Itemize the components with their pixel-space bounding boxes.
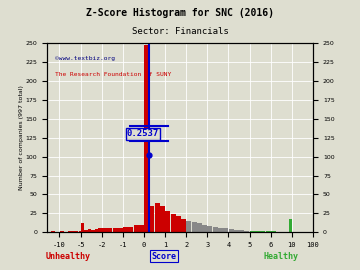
Bar xyxy=(76,231,78,232)
Text: Sector: Financials: Sector: Financials xyxy=(132,27,228,36)
Bar xyxy=(78,231,81,232)
Bar xyxy=(72,231,76,232)
Bar xyxy=(223,228,228,232)
Text: Healthy: Healthy xyxy=(264,252,299,261)
Text: ©www.textbiz.org: ©www.textbiz.org xyxy=(55,56,115,62)
Bar xyxy=(234,230,239,232)
Text: Score: Score xyxy=(152,252,176,261)
Y-axis label: Number of companies (997 total): Number of companies (997 total) xyxy=(19,85,24,190)
Bar xyxy=(207,226,212,232)
Bar xyxy=(274,231,276,232)
Bar xyxy=(192,222,197,232)
Bar xyxy=(260,231,265,232)
Bar xyxy=(218,228,223,232)
Bar xyxy=(102,228,112,232)
Bar xyxy=(51,231,55,232)
Bar xyxy=(88,229,91,232)
Bar xyxy=(244,231,249,232)
Bar xyxy=(186,221,192,232)
Bar xyxy=(81,223,84,232)
Bar xyxy=(155,204,160,232)
Bar xyxy=(197,223,202,232)
Bar xyxy=(229,229,234,232)
Bar xyxy=(84,230,87,232)
Text: 0.2537: 0.2537 xyxy=(127,129,159,139)
Bar xyxy=(271,231,273,232)
Bar xyxy=(68,231,72,232)
Bar xyxy=(266,231,271,232)
Bar xyxy=(213,227,218,232)
Bar xyxy=(160,206,165,232)
Bar xyxy=(123,227,133,232)
Bar xyxy=(149,206,154,232)
Bar xyxy=(255,231,260,232)
Text: Unhealthy: Unhealthy xyxy=(46,252,91,261)
Bar xyxy=(91,230,95,232)
Bar xyxy=(95,229,98,232)
Bar xyxy=(239,230,244,232)
Bar xyxy=(113,228,123,232)
Bar xyxy=(176,215,181,232)
Bar xyxy=(165,211,170,232)
Bar xyxy=(289,219,292,232)
Bar xyxy=(181,219,186,232)
Bar xyxy=(98,228,102,232)
Bar xyxy=(171,214,176,232)
Bar xyxy=(202,225,207,232)
Text: The Research Foundation of SUNY: The Research Foundation of SUNY xyxy=(55,72,171,77)
Bar xyxy=(250,231,255,232)
Bar xyxy=(60,231,64,232)
Bar xyxy=(144,45,149,232)
Bar xyxy=(134,225,144,232)
Text: Z-Score Histogram for SNC (2016): Z-Score Histogram for SNC (2016) xyxy=(86,8,274,18)
